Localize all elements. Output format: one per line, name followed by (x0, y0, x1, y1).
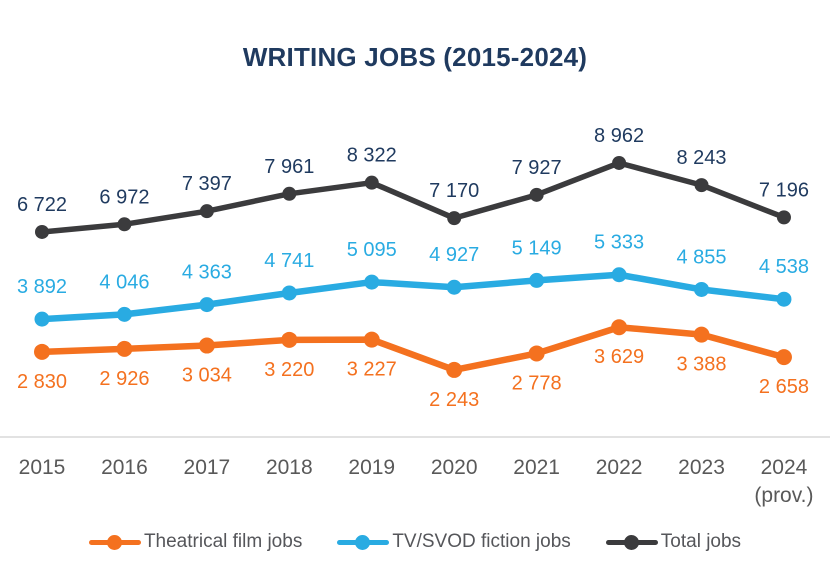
data-label-theatrical-film-jobs: 3 220 (264, 359, 314, 381)
data-point-total-jobs (199, 204, 214, 219)
data-label-total-jobs: 7 397 (182, 173, 232, 195)
data-label-total-jobs: 7 961 (264, 156, 314, 178)
x-tick-label: 2023 (678, 456, 725, 479)
data-point-tv-svod-fiction-jobs (529, 272, 545, 288)
legend-dot-icon (355, 534, 371, 550)
data-label-tv-svod-fiction-jobs: 5 095 (347, 239, 397, 261)
x-tick-label: 2021 (513, 456, 560, 479)
data-label-theatrical-film-jobs: 2 243 (429, 389, 479, 411)
x-tick-label: 2024 (761, 456, 808, 479)
legend-marker-total-jobs (605, 534, 658, 550)
data-label-theatrical-film-jobs: 2 778 (512, 372, 562, 394)
data-label-theatrical-film-jobs: 3 388 (676, 354, 726, 376)
data-label-tv-svod-fiction-jobs: 4 538 (759, 256, 809, 278)
data-point-tv-svod-fiction-jobs (611, 267, 627, 283)
data-label-total-jobs: 7 927 (512, 157, 562, 179)
legend-label: TV/SVOD fiction jobs (392, 531, 571, 552)
data-point-total-jobs (364, 175, 379, 190)
data-point-theatrical-film-jobs (281, 331, 298, 348)
data-point-total-jobs (117, 217, 132, 232)
data-point-total-jobs (35, 224, 49, 239)
data-label-tv-svod-fiction-jobs: 4 927 (429, 244, 479, 266)
data-label-total-jobs: 8 962 (594, 125, 644, 147)
data-point-theatrical-film-jobs (116, 340, 133, 357)
data-label-total-jobs: 8 243 (676, 147, 726, 169)
legend-item-theatrical-film-jobs: Theatrical film jobs (88, 531, 303, 553)
data-label-tv-svod-fiction-jobs: 5 149 (512, 237, 562, 259)
legend-marker-theatrical-film-jobs (88, 534, 141, 550)
x-tick-label: 2017 (184, 456, 231, 479)
data-label-total-jobs: 7 170 (429, 180, 479, 202)
data-point-tv-svod-fiction-jobs (34, 311, 50, 327)
x-tick-label: 2015 (19, 456, 66, 479)
line-chart-plot: 2015 2016 2017 2018 2019 2020 2021 2022 2023 2024… (0, 125, 830, 507)
series-line-theatrical-film-jobs (38, 323, 788, 374)
legend-label: Theatrical film jobs (143, 531, 303, 552)
data-label-theatrical-film-jobs: 2 658 (759, 376, 809, 398)
data-point-total-jobs (447, 211, 462, 226)
data-label-tv-svod-fiction-jobs: 3 892 (17, 276, 67, 298)
legend-label: Total jobs (660, 531, 742, 552)
data-label-total-jobs: 6 722 (17, 194, 67, 216)
data-label-total-jobs: 8 322 (347, 145, 397, 167)
x-tick-label: 2019 (348, 456, 395, 479)
data-point-theatrical-film-jobs (528, 345, 545, 362)
x-tick-note: (prov.) (754, 484, 813, 507)
data-point-tv-svod-fiction-jobs (364, 274, 380, 290)
data-point-total-jobs (282, 186, 297, 201)
legend-marker-tv-svod-fiction-jobs (337, 534, 390, 550)
legend-item-total-jobs: Total jobs (605, 531, 742, 553)
series-line-total-jobs (39, 160, 787, 235)
x-tick-label: 2016 (101, 456, 148, 479)
data-point-tv-svod-fiction-jobs (116, 306, 132, 322)
chart-title: WRITING JOBS (2015-2024) (242, 42, 588, 72)
series-line-tv-svod-fiction-jobs (38, 271, 788, 323)
data-point-tv-svod-fiction-jobs (776, 291, 792, 307)
data-point-total-jobs (612, 155, 627, 170)
data-label-theatrical-film-jobs: 3 629 (594, 346, 644, 368)
data-point-theatrical-film-jobs (198, 337, 215, 354)
chart-legend: Theatrical film jobs TV/SVOD fiction job… (0, 531, 830, 553)
data-label-theatrical-film-jobs: 3 034 (182, 365, 232, 387)
data-point-theatrical-film-jobs (363, 331, 380, 348)
data-point-total-jobs (776, 210, 791, 225)
data-label-total-jobs: 7 196 (759, 179, 809, 201)
data-point-tv-svod-fiction-jobs (199, 297, 215, 313)
data-label-theatrical-film-jobs: 3 227 (347, 359, 397, 381)
data-label-tv-svod-fiction-jobs: 4 363 (182, 262, 232, 284)
data-point-tv-svod-fiction-jobs (281, 285, 297, 301)
data-point-total-jobs (694, 178, 709, 193)
data-point-tv-svod-fiction-jobs (694, 281, 710, 297)
x-tick-label: 2020 (431, 456, 478, 479)
data-point-theatrical-film-jobs (34, 343, 50, 360)
data-label-theatrical-film-jobs: 2 830 (17, 371, 67, 393)
data-point-total-jobs (529, 187, 544, 202)
data-point-theatrical-film-jobs (611, 319, 628, 336)
legend-dot-icon (623, 534, 639, 550)
data-point-theatrical-film-jobs (775, 349, 792, 366)
x-tick-label: 2018 (266, 456, 313, 479)
data-label-total-jobs: 6 972 (99, 186, 149, 208)
legend-dot-icon (106, 534, 122, 550)
data-label-tv-svod-fiction-jobs: 4 855 (676, 246, 726, 268)
x-tick-label: 2022 (596, 456, 643, 479)
data-label-tv-svod-fiction-jobs: 5 333 (594, 232, 644, 254)
legend-item-tv-svod-fiction-jobs: TV/SVOD fiction jobs (337, 531, 571, 553)
data-label-tv-svod-fiction-jobs: 4 046 (99, 271, 149, 293)
data-point-theatrical-film-jobs (693, 326, 710, 343)
data-point-theatrical-film-jobs (446, 361, 463, 378)
data-label-theatrical-film-jobs: 2 926 (99, 368, 149, 390)
data-label-tv-svod-fiction-jobs: 4 741 (264, 250, 314, 272)
data-point-tv-svod-fiction-jobs (446, 279, 462, 295)
